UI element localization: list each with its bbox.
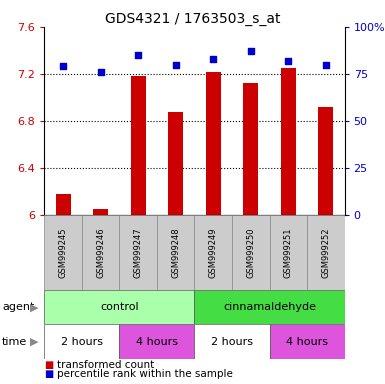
Text: GSM999250: GSM999250 (246, 227, 255, 278)
Text: ■: ■ (44, 369, 54, 379)
Bar (168, 111, 183, 215)
Text: agent: agent (2, 302, 34, 312)
Bar (206, 71, 221, 215)
Point (97, 69, 104, 75)
Bar (131, 76, 146, 215)
Text: control: control (100, 302, 139, 312)
Bar (194, 290, 345, 324)
Point (172, 61, 179, 68)
Text: ▶: ▶ (30, 302, 38, 312)
Text: GDS4321 / 1763503_s_at: GDS4321 / 1763503_s_at (105, 12, 280, 25)
Text: percentile rank within the sample: percentile rank within the sample (57, 369, 233, 379)
Text: GSM999251: GSM999251 (284, 227, 293, 278)
Point (60, 63, 66, 70)
Bar (82, 215, 119, 290)
Bar (281, 68, 296, 215)
Text: GSM999245: GSM999245 (59, 227, 67, 278)
Bar (232, 215, 270, 290)
Text: ■: ■ (44, 360, 54, 370)
Bar (44, 215, 82, 290)
Text: GSM999252: GSM999252 (321, 227, 330, 278)
Bar (270, 324, 345, 359)
Bar (243, 83, 258, 215)
Text: time: time (2, 337, 27, 347)
Bar (119, 215, 157, 290)
Bar (194, 215, 232, 290)
Text: GSM999247: GSM999247 (134, 227, 142, 278)
Point (135, 52, 141, 58)
Bar (93, 209, 108, 215)
Bar (44, 324, 119, 359)
Text: 4 hours: 4 hours (286, 337, 328, 347)
Bar (44, 290, 194, 324)
Bar (270, 215, 307, 290)
Bar (307, 215, 345, 290)
Text: ▶: ▶ (30, 337, 38, 347)
Text: GSM999249: GSM999249 (209, 227, 218, 278)
Text: GSM999248: GSM999248 (171, 227, 180, 278)
Point (248, 48, 254, 55)
Text: transformed count: transformed count (57, 360, 154, 370)
Bar (157, 215, 194, 290)
Text: GSM999246: GSM999246 (96, 227, 105, 278)
Bar (119, 324, 194, 359)
Point (210, 56, 216, 62)
Text: 4 hours: 4 hours (136, 337, 178, 347)
Bar (194, 324, 270, 359)
Point (285, 58, 291, 64)
Text: 2 hours: 2 hours (211, 337, 253, 347)
Text: 2 hours: 2 hours (61, 337, 103, 347)
Bar (318, 107, 333, 215)
Point (323, 61, 329, 68)
Bar (55, 194, 70, 215)
Text: cinnamaldehyde: cinnamaldehyde (223, 302, 316, 312)
